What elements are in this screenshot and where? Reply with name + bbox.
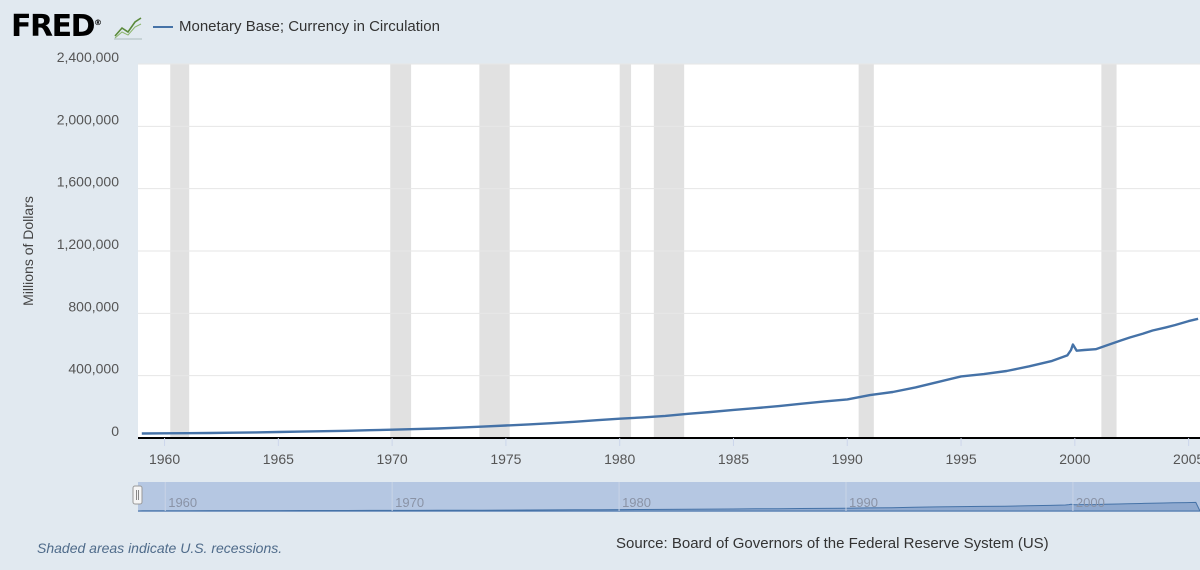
line-graph-icon <box>114 17 142 40</box>
navigator-left-handle[interactable] <box>132 485 143 505</box>
navigator-axis: 1960 1970 1980 1990 2000 <box>164 482 1105 511</box>
series-layer <box>141 317 1199 435</box>
y-axis-label: Millions of Dollars <box>20 196 36 306</box>
series-line <box>141 317 1199 435</box>
y-tick-label: 1,600,000 <box>57 174 119 190</box>
x-axis: 1960 1965 1970 1975 1980 1985 1990 1995 2000 2005 <box>149 438 1200 467</box>
navigator-tick-label: 1970 <box>395 495 424 510</box>
y-tick-label: 2,000,000 <box>57 111 119 127</box>
navigator-series-area <box>137 501 1200 512</box>
main-chart[interactable]: 1960 1965 1970 1975 1980 1985 1990 1995 2000 2005… <box>0 40 1200 525</box>
chart-legend[interactable]: Monetary Base; Currency in Circulation <box>153 18 440 35</box>
y-tick-label: 0 <box>111 423 119 439</box>
source-citation: Source: Board of Governors of the Federa… <box>616 535 1049 552</box>
y-tick-label: 800,000 <box>68 298 119 314</box>
x-tick-label: 1985 <box>718 451 749 467</box>
y-tick-label: 400,000 <box>68 361 119 377</box>
navigator-tick-label: 1980 <box>622 495 651 510</box>
x-tick-label: 1970 <box>377 451 408 467</box>
x-tick-label: 1965 <box>263 451 294 467</box>
navigator-tick-label: 1960 <box>168 495 197 510</box>
x-tick-label: 1990 <box>832 451 863 467</box>
x-tick-label: 1975 <box>490 451 521 467</box>
chart-header: FRED® Monetary Base; Currency in Circula… <box>0 0 1200 56</box>
navigator-tick-label: 1990 <box>849 495 878 510</box>
legend-series-label: Monetary Base; Currency in Circulation <box>179 18 440 35</box>
x-tick-label: 1980 <box>604 451 635 467</box>
navigator-tick-label: 2000 <box>1076 495 1105 510</box>
x-tick-label: 2005 <box>1173 451 1200 467</box>
y-tick-label: 1,200,000 <box>57 236 119 252</box>
fred-logo-text: FRED <box>11 9 96 44</box>
registered-mark: ® <box>94 18 102 27</box>
x-tick-label: 2000 <box>1059 451 1090 467</box>
legend-series-swatch <box>153 25 173 28</box>
y-axis: 0 400,000 800,000 1,200,000 1,600,000 2,000,0… <box>57 49 120 439</box>
y-gridlines <box>138 63 1200 377</box>
x-tick-label: 1960 <box>149 451 180 467</box>
y-tick-label: 2,400,000 <box>57 49 119 65</box>
x-tick-label: 1995 <box>945 451 976 467</box>
recession-note: Shaded areas indicate U.S. recessions. <box>37 540 283 556</box>
fred-logo[interactable]: FRED® <box>11 9 102 44</box>
time-range-navigator[interactable]: 1960 1970 1980 1990 2000 <box>132 482 1200 512</box>
